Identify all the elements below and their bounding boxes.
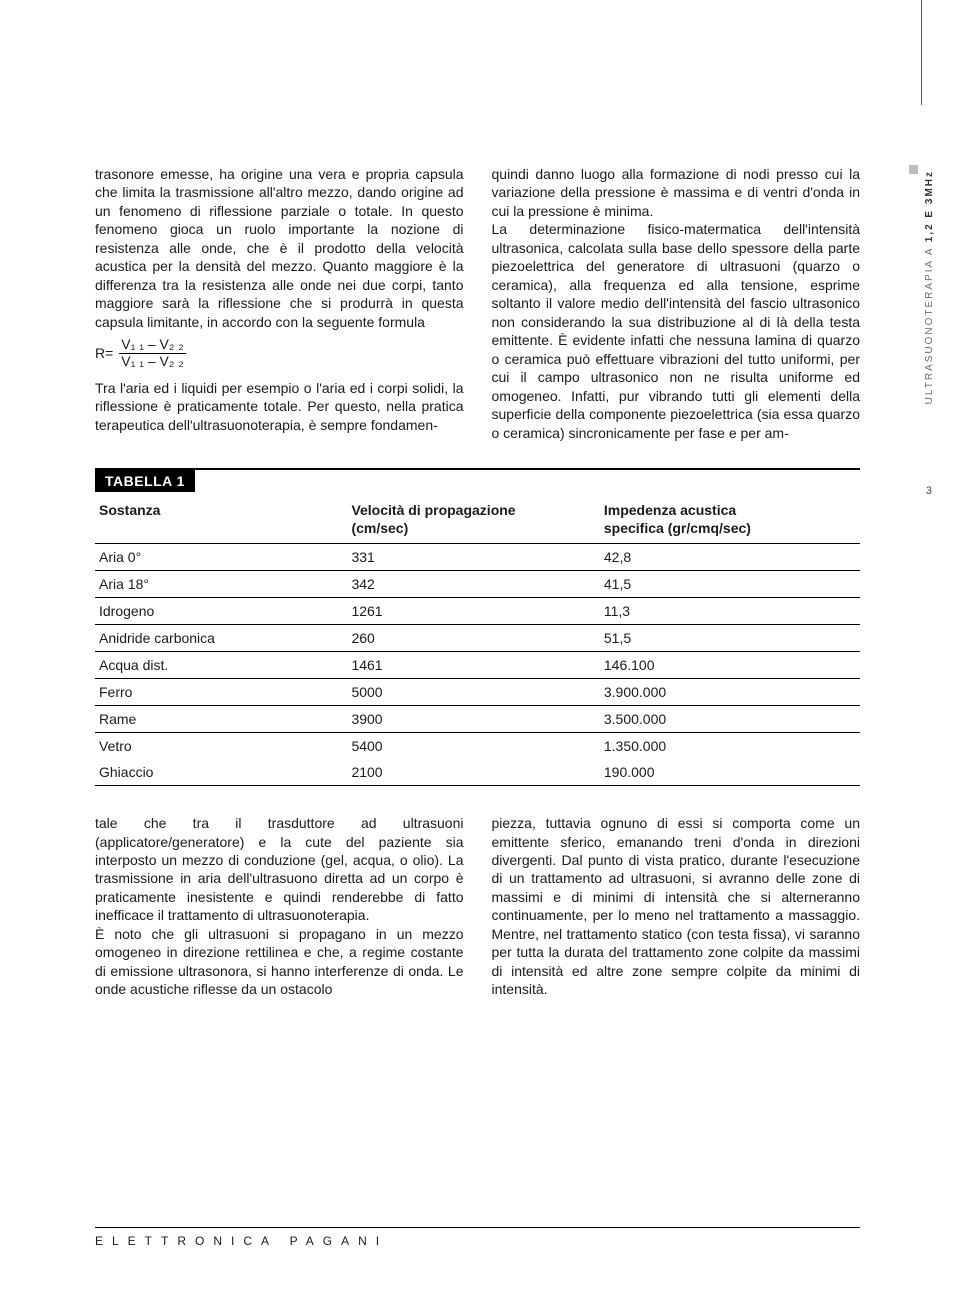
formula-lhs: R=: [95, 344, 113, 362]
column-right-1: quindi danno luogo alla formazione di no…: [492, 165, 861, 442]
table-cell: Idrogeno: [95, 598, 347, 625]
column-left-1: trasonore emesse, ha origine una vera e …: [95, 165, 464, 442]
table-cell: Anidride carbonica: [95, 625, 347, 652]
formula-numerator: V₁ ₁ – V₂ ₂: [119, 337, 185, 353]
table-cell: 1261: [347, 598, 599, 625]
top-right-rule: [921, 0, 922, 105]
footer-brand: ELETTRONICA PAGANI: [95, 1234, 860, 1248]
table-cell: Vetro: [95, 733, 347, 760]
paragraph: quindi danno luogo alla formazione di no…: [492, 165, 861, 220]
table-header-impedenza: Impedenza acustica specifica (gr/cmq/sec…: [600, 496, 860, 544]
table-row: Acqua dist.1461146.100: [95, 652, 860, 679]
table-cell: 146.100: [600, 652, 860, 679]
formula-r: R= V₁ ₁ – V₂ ₂ V₁ ₁ – V₂ ₂: [95, 337, 464, 369]
table-cell: 2100: [347, 759, 599, 786]
table-cell: 3900: [347, 706, 599, 733]
table-cell: Acqua dist.: [95, 652, 347, 679]
side-label-light: ULTRASUONOTERAPIA A: [924, 242, 935, 404]
paragraph: trasonore emesse, ha origine una vera e …: [95, 165, 464, 331]
table-cell: 260: [347, 625, 599, 652]
table-cell: 5000: [347, 679, 599, 706]
table-title: TABELLA 1: [95, 470, 195, 492]
paragraph: Tra l'aria ed i liquidi per esempio o l'…: [95, 379, 464, 434]
table-cell: Rame: [95, 706, 347, 733]
footer-rule: [95, 1227, 860, 1228]
formula-denominator: V₁ ₁ – V₂ ₂: [119, 354, 185, 369]
table-row: Ghiaccio2100190.000: [95, 759, 860, 786]
side-square-marker: [909, 165, 918, 174]
data-table: Sostanza Velocità di propagazione (cm/se…: [95, 496, 860, 786]
paragraph: piezza, tuttavia ognuno di essi si compo…: [492, 814, 861, 999]
table-row: Idrogeno126111,3: [95, 598, 860, 625]
table-row: Anidride carbonica26051,5: [95, 625, 860, 652]
table-cell: Ferro: [95, 679, 347, 706]
table-cell: 3.900.000: [600, 679, 860, 706]
table-cell: 42,8: [600, 544, 860, 571]
table-cell: Aria 0°: [95, 544, 347, 571]
page-footer: ELETTRONICA PAGANI: [95, 1227, 860, 1248]
table-cell: 1.350.000: [600, 733, 860, 760]
table-cell: 51,5: [600, 625, 860, 652]
paragraph: È noto che gli ultrasuoni si propagano i…: [95, 925, 464, 999]
table-cell: 5400: [347, 733, 599, 760]
table-cell: 342: [347, 571, 599, 598]
paragraph: La determinazione fisico-matermatica del…: [492, 220, 861, 442]
table-cell: Ghiaccio: [95, 759, 347, 786]
side-section-label: ULTRASUONOTERAPIA A 1,2 E 3MHz: [924, 170, 935, 404]
column-left-2: tale che tra il trasduttore ad ultrasuon…: [95, 814, 464, 999]
table-cell: Aria 18°: [95, 571, 347, 598]
table-cell: 3.500.000: [600, 706, 860, 733]
table-header-sostanza: Sostanza: [95, 496, 347, 544]
table-header-velocita: Velocità di propagazione (cm/sec): [347, 496, 599, 544]
table-cell: 1461: [347, 652, 599, 679]
side-label-bold: 1,2 E 3MHz: [924, 170, 935, 242]
table-row: Vetro54001.350.000: [95, 733, 860, 760]
table-row: Aria 18°34241,5: [95, 571, 860, 598]
table-cell: 41,5: [600, 571, 860, 598]
table-row: Rame39003.500.000: [95, 706, 860, 733]
table-row: Aria 0°33142,8: [95, 544, 860, 571]
table-cell: 11,3: [600, 598, 860, 625]
table-1: TABELLA 1 Sostanza Velocità di propagazi…: [95, 468, 860, 786]
column-right-2: piezza, tuttavia ognuno di essi si compo…: [492, 814, 861, 999]
paragraph: tale che tra il trasduttore ad ultrasuon…: [95, 814, 464, 925]
table-row: Ferro50003.900.000: [95, 679, 860, 706]
side-page-number: 3: [926, 485, 932, 497]
table-cell: 190.000: [600, 759, 860, 786]
table-cell: 331: [347, 544, 599, 571]
